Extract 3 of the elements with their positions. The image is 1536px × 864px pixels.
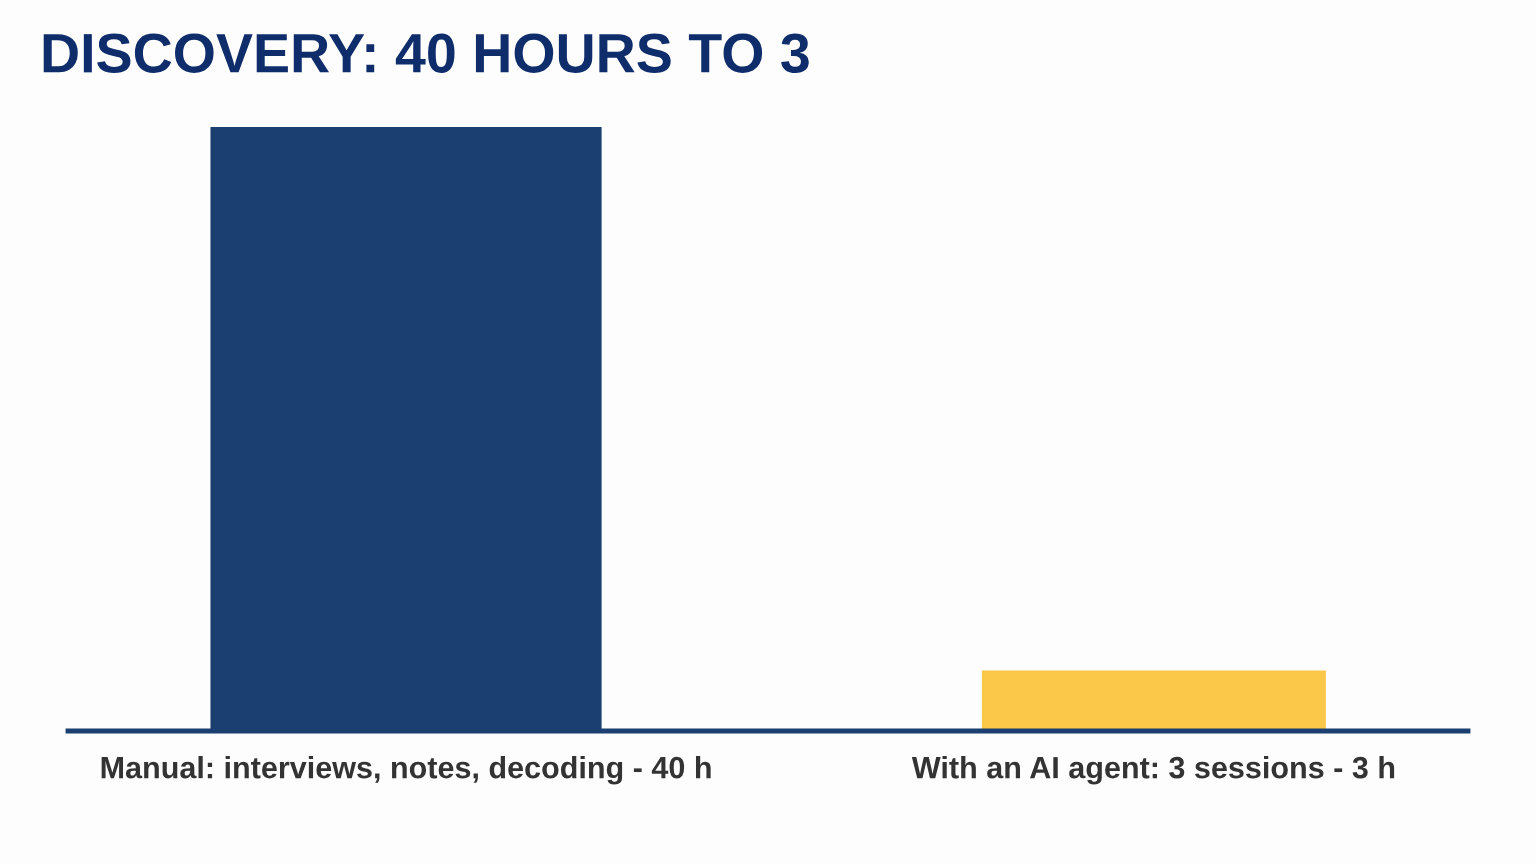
chart-title: DISCOVERY: 40 HOURS TO 3 bbox=[43, 33, 809, 73]
x-tick-label: With an AI agent: 3 sessions - 3 h bbox=[911, 756, 1395, 785]
x-tick-label: Manual: interviews, notes, decoding - 40 h bbox=[101, 756, 711, 785]
